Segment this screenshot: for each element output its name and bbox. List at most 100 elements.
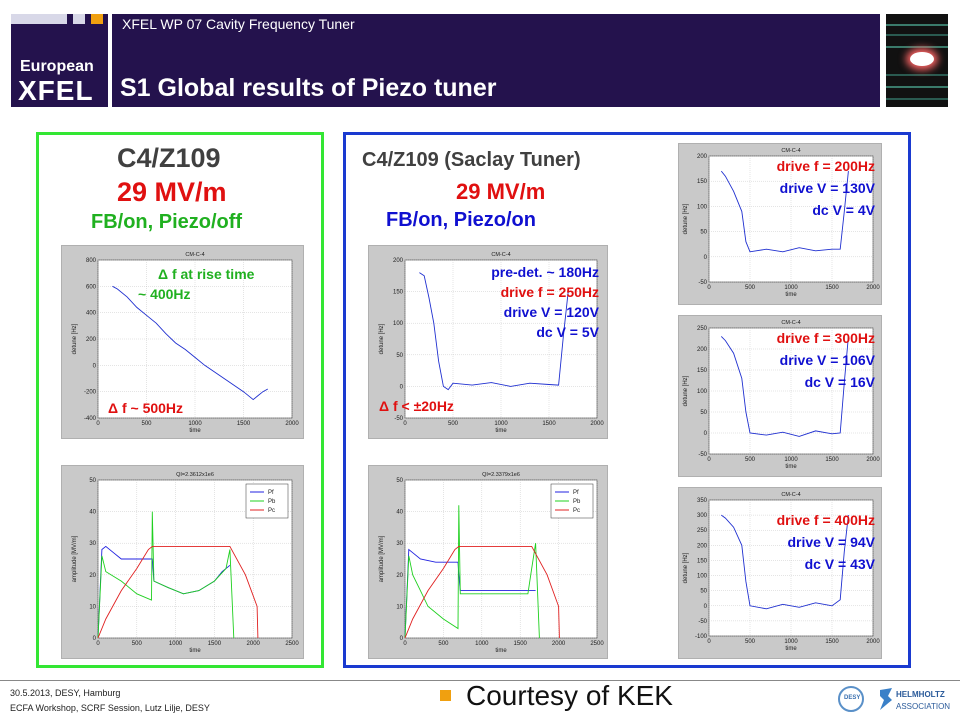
european-xfel-logo: European XFEL [11,14,108,107]
x-axis-label: time [495,428,507,434]
y-tick-label: -50 [698,452,707,458]
x-tick-label: 0 [403,421,407,427]
y-tick-label: 200 [393,258,404,264]
x-tick-label: 1000 [784,457,798,463]
y-tick-label: 100 [697,389,708,395]
y-tick-label: 0 [400,636,404,642]
y-axis-label: detune [Hz] [683,375,689,406]
series-line-trace-0 [720,336,849,437]
y-tick-label: 200 [697,154,708,160]
y-tick-label: 20 [396,573,403,579]
y-tick-label: 40 [89,510,96,516]
left-amplitude-chart: 0 500 1000 1500 2000 2500 0 10 20 30 40 50 QI=2.3612… [72,472,299,654]
side-300hz-drive-v: drive V = 106V [779,352,875,368]
y-axis-label: amplitude [MV/m] [379,535,385,582]
x-tick-label: 1000 [188,421,202,427]
left-detune-annotation-2: ~ 400Hz [138,286,191,302]
left-detune-plot: 0 500 1000 1500 2000 -400 -200 0 200 400 600 800 CM-… [61,245,304,439]
y-tick-label: 200 [697,543,708,549]
x-tick-label: 2000 [552,641,566,647]
logo-square [73,14,85,24]
y-tick-label: 100 [697,204,708,210]
y-tick-label: 0 [704,255,708,261]
y-tick-label: 30 [89,541,96,547]
footer-date-location: 30.5.2013, DESY, Hamburg [10,688,121,698]
side-plot-400hz: 0 500 1000 1500 2000 -100 -50 0 50 100 150 200 250 30… [678,487,882,659]
x-tick-label: 1500 [208,641,222,647]
y-tick-label: 50 [700,589,707,595]
series-line-trace-0 [721,514,849,610]
y-tick-label: 200 [697,347,708,353]
left-panel-mode-label: FB/on, Piezo/off [91,211,243,233]
header-decoration-image [886,14,948,107]
y-axis-label: amplitude [MV/m] [72,535,78,582]
chart-title: QI=2.3379x1e6 [482,472,520,478]
legend-entry: Pc [573,508,580,514]
x-tick-label: 1000 [169,641,183,647]
y-tick-label: 30 [396,541,403,547]
x-axis-label: time [785,646,797,652]
series-line-Pc [97,545,259,639]
x-axis-label: time [189,428,201,434]
right-panel-cavity-label: C4/Z109 (Saclay Tuner) [362,149,581,171]
y-tick-label: 50 [700,230,707,236]
x-tick-label: 1000 [475,641,489,647]
y-tick-label: -200 [84,390,97,396]
x-tick-label: 2000 [590,421,604,427]
helmholtz-logo-text: HELMHOLTZ [896,690,945,699]
y-tick-label: 20 [89,573,96,579]
logo-text-european: European [20,58,94,75]
logo-text-xfel: XFEL [18,75,94,106]
series-line-Pb [97,511,235,639]
x-tick-label: 1500 [825,639,839,645]
series-line-trace-0 [720,170,849,253]
x-tick-label: 500 [132,641,143,647]
y-axis-label: detune [Hz] [72,323,78,354]
y-tick-label: 50 [700,410,707,416]
y-tick-label: -400 [84,416,97,422]
side-300hz-drive-f: drive f = 300Hz [776,330,875,346]
x-tick-label: 0 [707,457,711,463]
left-detune-annotation-3: Δ f ~ 500Hz [108,400,184,416]
x-tick-label: 1000 [494,421,508,427]
side-chart-400hz: 0 500 1000 1500 2000 -100 -50 0 50 100 150 200 250 30… [683,492,880,652]
right-detune-chart: 0 500 1000 1500 2000-50050100150200CM-C-4tim… [379,252,604,434]
y-tick-label: 0 [400,384,404,390]
chart-title: CM-C-4 [781,320,800,326]
right-detune-plot: 0 500 1000 1500 2000 -50 0 50 100 150 200 CM-C-4 tim… [368,245,608,439]
slide-header: European XFEL XFEL WP 07 Cavity Frequenc… [0,0,960,112]
x-tick-label: 1000 [784,285,798,291]
side-400hz-drive-v: drive V = 94V [787,534,875,550]
side-200hz-dc-v: dc V = 4V [812,202,875,218]
side-plot-300hz: 0 500 1000 1500 2000 -50 0 50 100 150 200 250 CM-C-4… [678,315,882,477]
y-tick-label: 400 [86,311,97,317]
y-tick-label: 0 [93,636,97,642]
y-tick-label: 600 [86,284,97,290]
y-tick-label: 10 [89,604,96,610]
chart-title: CM-C-4 [185,252,204,258]
logo-accent-square [91,14,103,24]
x-tick-label: 1500 [825,285,839,291]
x-tick-label: 1500 [825,457,839,463]
slide-title: S1 Global results of Piezo tuner [120,74,497,102]
y-tick-label: 350 [697,498,708,504]
y-tick-label: -50 [698,619,707,625]
y-tick-label: 50 [396,478,403,484]
x-axis-label: time [495,648,507,654]
logo-bar [11,14,67,24]
y-tick-label: 250 [697,326,708,332]
side-plot-200hz: 0 500 1000 1500 2000 -50 0 50 100 150 200 CM-C-4 tim… [678,143,882,305]
x-tick-label: 1500 [514,641,528,647]
right-panel-piezo-on: C4/Z109 (Saclay Tuner) 29 MV/m FB/on, Pi… [343,132,911,668]
x-tick-label: 500 [448,421,459,427]
side-200hz-drive-v: drive V = 130V [779,180,875,196]
y-tick-label: 10 [396,604,403,610]
y-axis-label: detune [Hz] [683,552,689,583]
legend-entry: Pf [573,490,579,496]
side-chart-200hz: 0 500 1000 1500 2000-50050100150200CM-C-4tim… [683,148,880,298]
light-glow-icon [910,52,934,66]
y-tick-label: -100 [695,634,708,640]
y-tick-label: -50 [698,280,707,286]
x-tick-label: 2000 [285,421,299,427]
y-tick-label: -50 [394,416,403,422]
